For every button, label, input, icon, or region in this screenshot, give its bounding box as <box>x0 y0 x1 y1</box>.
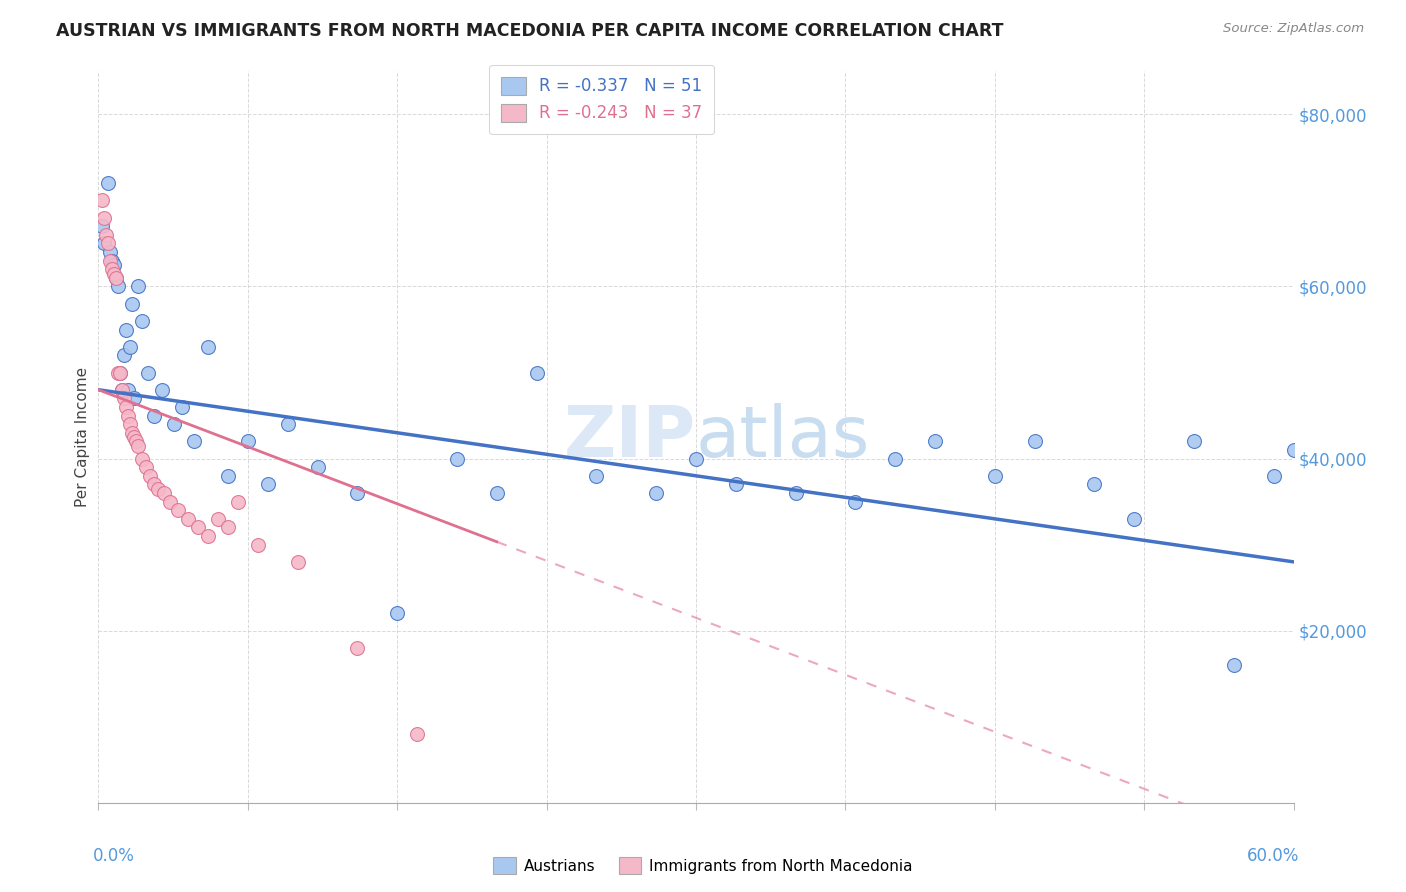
Point <box>167 503 190 517</box>
Point <box>446 451 468 466</box>
Point <box>136 366 159 380</box>
Point <box>121 425 143 440</box>
Point <box>226 494 249 508</box>
Legend: R = -0.337   N = 51, R = -0.243   N = 37: R = -0.337 N = 51, R = -0.243 N = 37 <box>489 65 714 134</box>
Point <box>187 520 209 534</box>
Point <box>256 477 278 491</box>
Point <box>117 409 139 423</box>
Point <box>97 176 120 190</box>
Point <box>131 451 153 466</box>
Point <box>143 409 166 423</box>
Point <box>124 430 146 444</box>
Point <box>183 434 205 449</box>
Point <box>112 348 135 362</box>
Point <box>1123 512 1146 526</box>
Point <box>172 400 194 414</box>
Point <box>91 219 114 234</box>
Point <box>93 236 115 251</box>
Point <box>217 468 239 483</box>
Point <box>485 486 508 500</box>
Point <box>150 383 173 397</box>
Point <box>121 296 143 310</box>
Point <box>207 512 229 526</box>
Point <box>163 417 186 432</box>
Point <box>98 245 122 260</box>
Point <box>1263 468 1285 483</box>
Point <box>120 417 142 432</box>
Point <box>236 434 259 449</box>
Text: ZIP: ZIP <box>564 402 696 472</box>
Y-axis label: Per Capita Income: Per Capita Income <box>75 367 90 508</box>
Point <box>1182 434 1205 449</box>
Point <box>924 434 946 449</box>
Point <box>526 366 548 380</box>
Point <box>117 383 139 397</box>
Legend: Austrians, Immigrants from North Macedonia: Austrians, Immigrants from North Macedon… <box>488 851 918 880</box>
Point <box>93 211 115 225</box>
Point <box>96 227 118 242</box>
Point <box>105 271 128 285</box>
Point <box>124 392 146 406</box>
Point <box>111 383 134 397</box>
Point <box>1223 658 1246 673</box>
Point <box>107 366 129 380</box>
Point <box>346 486 368 500</box>
Point <box>1083 477 1105 491</box>
Point <box>111 383 134 397</box>
Point <box>645 486 668 500</box>
Point <box>197 529 219 543</box>
Point <box>307 460 329 475</box>
Point <box>125 434 148 449</box>
Point <box>1024 434 1046 449</box>
Point <box>120 340 142 354</box>
Text: 60.0%: 60.0% <box>1247 847 1299 864</box>
Point <box>91 194 114 208</box>
Text: atlas: atlas <box>696 402 870 472</box>
Point <box>139 468 162 483</box>
Point <box>131 314 153 328</box>
Point <box>277 417 299 432</box>
Point <box>844 494 866 508</box>
Point <box>1282 442 1305 457</box>
Point <box>103 267 125 281</box>
Point <box>107 279 129 293</box>
Text: 0.0%: 0.0% <box>93 847 135 864</box>
Point <box>105 271 128 285</box>
Point <box>785 486 807 500</box>
Point <box>135 460 157 475</box>
Point <box>97 236 120 251</box>
Point <box>217 520 239 534</box>
Point <box>385 607 409 621</box>
Point <box>585 468 607 483</box>
Point <box>115 322 138 336</box>
Point <box>127 439 149 453</box>
Point <box>110 366 132 380</box>
Point <box>101 262 124 277</box>
Point <box>724 477 747 491</box>
Point <box>148 482 170 496</box>
Point <box>246 538 269 552</box>
Point <box>143 477 166 491</box>
Point <box>153 486 176 500</box>
Point <box>406 727 429 741</box>
Point <box>103 258 125 272</box>
Point <box>101 253 124 268</box>
Point <box>346 640 368 655</box>
Point <box>127 279 149 293</box>
Text: Source: ZipAtlas.com: Source: ZipAtlas.com <box>1223 22 1364 36</box>
Point <box>685 451 707 466</box>
Point <box>984 468 1007 483</box>
Point <box>197 340 219 354</box>
Point <box>112 392 135 406</box>
Point <box>98 253 122 268</box>
Point <box>884 451 907 466</box>
Text: AUSTRIAN VS IMMIGRANTS FROM NORTH MACEDONIA PER CAPITA INCOME CORRELATION CHART: AUSTRIAN VS IMMIGRANTS FROM NORTH MACEDO… <box>56 22 1004 40</box>
Point <box>115 400 138 414</box>
Point <box>287 555 309 569</box>
Point <box>159 494 181 508</box>
Point <box>110 366 132 380</box>
Point <box>177 512 200 526</box>
